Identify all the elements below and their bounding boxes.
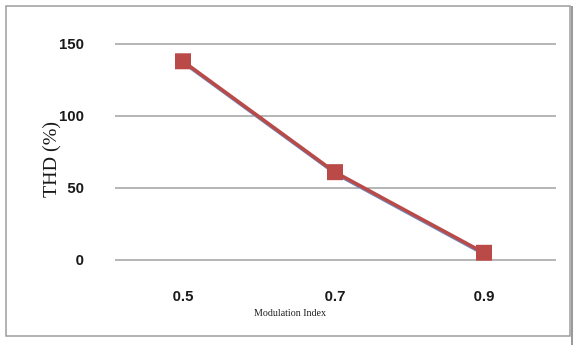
y-tick-label: 100 [59,108,84,125]
x-tick-labels: 0.5 0.7 0.9 [173,288,495,305]
chart-frame [5,5,571,337]
y-tick-label: 50 [67,180,84,197]
series-lines [181,59,486,257]
series-line-shadow [183,62,486,257]
gridlines [115,43,556,261]
x-tick-label: 0.7 [325,288,346,305]
series-markers [175,53,492,261]
x-tick-label: 0.9 [474,288,495,305]
x-axis-label: Modulation Index [254,308,326,319]
y-tick-label: 0 [76,252,84,269]
y-axis-label: THD (%) [39,122,61,198]
y-tick-label: 150 [59,36,84,53]
data-point-marker [327,164,343,181]
y-tick-labels: 0 50 100 150 [59,36,84,269]
data-point-marker [175,53,191,70]
series-line [181,59,485,255]
x-tick-label: 0.5 [173,288,194,305]
data-point-marker [476,244,492,261]
